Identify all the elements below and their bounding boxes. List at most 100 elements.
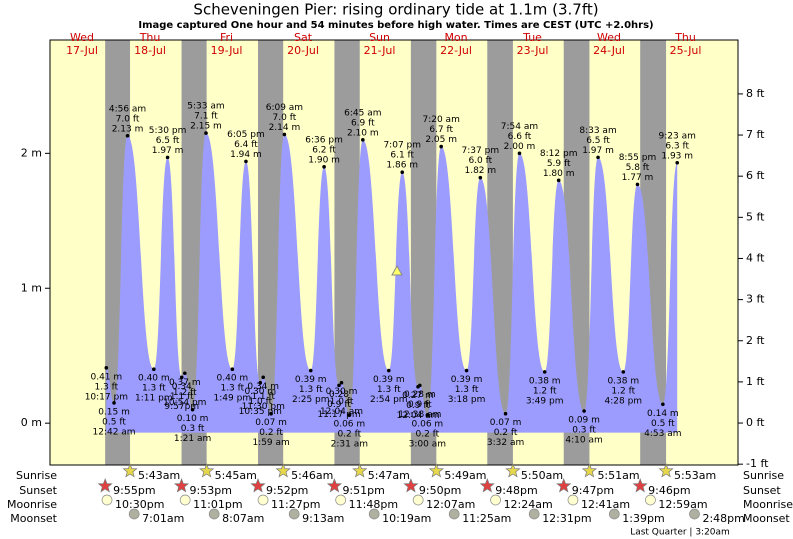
tide-point bbox=[104, 366, 109, 370]
row-label: Moonset bbox=[743, 512, 790, 525]
tide-height: 1.94 m bbox=[230, 150, 262, 160]
tide-height: 0.39 m bbox=[295, 375, 327, 385]
sunset-time: 9:51pm bbox=[342, 484, 384, 497]
tide-height: 0.10 m bbox=[177, 414, 209, 424]
tide-height: 0.14 m bbox=[647, 409, 679, 419]
tide-height: 0.30 m bbox=[244, 387, 276, 397]
tide-time: 11:30 pm bbox=[242, 402, 285, 412]
sunrise-icon bbox=[352, 463, 368, 478]
tide-feet: 0.5 ft bbox=[651, 419, 675, 429]
day-name: Sun bbox=[369, 31, 390, 44]
tide-feet: 0.2 ft bbox=[337, 430, 361, 440]
tide-time: 10:17 pm bbox=[85, 392, 128, 402]
moonset-icon bbox=[368, 508, 380, 520]
moonset-time: 11:25am bbox=[462, 512, 511, 525]
moonset-time: 12:31pm bbox=[542, 512, 591, 525]
tide-point bbox=[361, 138, 365, 142]
moonset-icon bbox=[689, 508, 700, 520]
tide-point bbox=[125, 133, 130, 138]
tide-point bbox=[322, 165, 326, 169]
tide-height: 0.39 m bbox=[373, 375, 405, 385]
tide-feet: 1.3 ft bbox=[377, 385, 401, 395]
tide-time: 1:49 pm bbox=[214, 394, 252, 404]
row-label: Sunset bbox=[743, 484, 781, 497]
tide-feet: 0.9 ft bbox=[408, 400, 432, 410]
tide-point bbox=[152, 367, 156, 372]
tide-time: 12:04 am bbox=[320, 407, 363, 417]
moon-phase: Last Quarter | 3:20am bbox=[630, 528, 730, 538]
tide-feet: 7.1 ft bbox=[194, 112, 218, 122]
tide-height: 0.39 m bbox=[451, 375, 483, 385]
tide-time: 12:04 am bbox=[396, 411, 439, 421]
moonset-time: 1:39pm bbox=[622, 512, 664, 525]
tide-feet: 1.1 ft bbox=[251, 392, 275, 402]
moonrise-icon bbox=[179, 494, 191, 506]
tide-time: 8:55 pm bbox=[619, 153, 657, 163]
tide-time: 6:05 pm bbox=[227, 130, 265, 140]
tide-height: 0.28 m bbox=[404, 390, 436, 400]
sunrise-time: 5:46am bbox=[291, 469, 333, 482]
day-name: Thu bbox=[674, 31, 696, 44]
tide-feet: 1.2 ft bbox=[533, 386, 557, 396]
sunset-time: 9:47pm bbox=[572, 484, 614, 497]
tide-time: 10:54 pm bbox=[163, 398, 206, 408]
day-date: 21-Jul bbox=[364, 44, 396, 57]
tide-height: 0.06 m bbox=[412, 420, 444, 430]
tide-point bbox=[661, 402, 665, 407]
row-label: Moonrise bbox=[743, 498, 793, 511]
tide-point bbox=[179, 375, 184, 380]
tide-time: 7:54 am bbox=[501, 122, 538, 132]
tide-height: 0.40 m bbox=[217, 374, 249, 384]
tide-area bbox=[106, 133, 678, 433]
tide-point bbox=[556, 178, 561, 183]
tide-height: 2.00 m bbox=[504, 142, 536, 152]
tide-height: 1.80 m bbox=[543, 169, 575, 179]
tide-time: 2:54 pm bbox=[370, 395, 408, 405]
moonrise-icon bbox=[645, 494, 656, 506]
tide-time: 7:20 am bbox=[422, 115, 459, 125]
sunrise-time: 5:43am bbox=[138, 469, 180, 482]
tide-point bbox=[165, 155, 170, 160]
moonset-icon bbox=[288, 508, 300, 520]
tide-height: 2.05 m bbox=[425, 135, 457, 145]
sunset-icon bbox=[632, 478, 648, 493]
tide-time: 7:07 pm bbox=[383, 141, 421, 151]
tide-height: 0.06 m bbox=[333, 420, 365, 430]
tide-feet: 1.0 ft bbox=[248, 397, 272, 407]
subtitle: Image captured One hour and 54 minutes b… bbox=[138, 20, 653, 31]
sunset-time: 9:55pm bbox=[113, 484, 155, 497]
row-label: Sunrise bbox=[743, 469, 784, 482]
sunrise-time: 5:50am bbox=[521, 469, 563, 482]
day-name: Wed bbox=[70, 31, 94, 44]
tide-time: 1:59 am bbox=[252, 438, 289, 448]
y2-tick-label: 7 ft bbox=[746, 128, 765, 141]
tide-feet: 1.2 ft bbox=[611, 386, 635, 396]
row-label: Moonset bbox=[10, 512, 57, 525]
tide-height: 0.07 m bbox=[255, 418, 287, 428]
tide-feet: 6.5 ft bbox=[156, 136, 180, 146]
tide-time: 12:38 am bbox=[398, 410, 441, 420]
day-date: 20-Jul bbox=[287, 44, 319, 57]
tide-point bbox=[386, 368, 391, 373]
tide-time: 1:11 pm bbox=[135, 394, 173, 404]
moonset-icon bbox=[608, 508, 620, 520]
tide-feet: 6.0 ft bbox=[468, 156, 492, 166]
sunset-time: 9:52pm bbox=[266, 484, 308, 497]
y2-tick-label: 2 ft bbox=[746, 334, 765, 347]
sunrise-time: 5:51am bbox=[597, 469, 639, 482]
tide-feet: 1.2 ft bbox=[173, 388, 197, 398]
day-date: 18-Jul bbox=[134, 44, 166, 57]
moonrise-time: 11:01pm bbox=[193, 498, 242, 511]
moonset-icon bbox=[528, 508, 540, 520]
sunset-icon bbox=[250, 478, 266, 493]
sunrise-time: 5:49am bbox=[444, 469, 486, 482]
tide-time: 2:31 am bbox=[331, 440, 368, 450]
tide-time: 6:45 am bbox=[344, 108, 381, 118]
y2-tick-label: 0 ft bbox=[746, 416, 765, 429]
y-tick-label: 1 m bbox=[21, 281, 42, 294]
tide-feet: 6.5 ft bbox=[586, 136, 610, 146]
tide-time: 9:57pm bbox=[164, 402, 199, 412]
moonset-icon bbox=[128, 508, 140, 520]
tide-feet: 0.9 ft bbox=[406, 401, 430, 411]
